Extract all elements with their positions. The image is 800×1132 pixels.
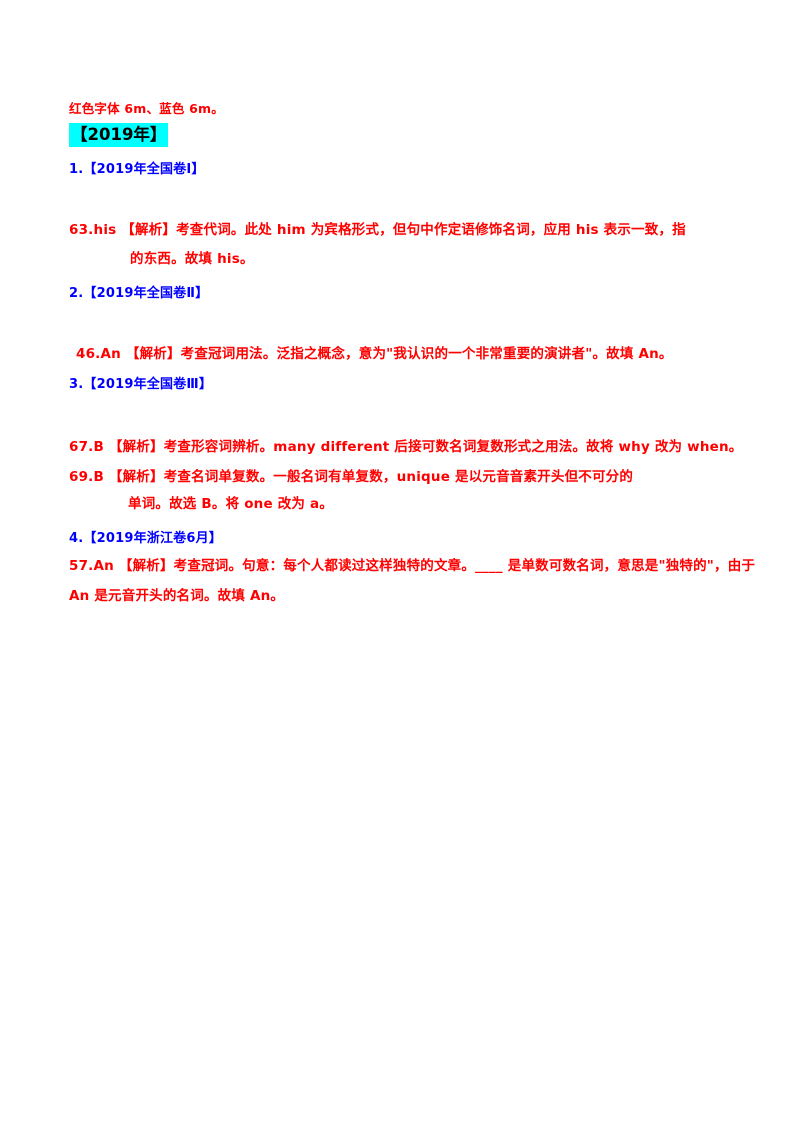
answer-4-line-1: 57.An 【解析】考查冠词。句意：每个人都读过这样独特的文章。____ 是单数… xyxy=(69,558,756,574)
answer-1-line-2: 的东西。故填 his。 xyxy=(130,251,254,267)
question-source-3: 3.【2019年全国卷Ⅲ】 xyxy=(69,377,213,392)
intro-note: 红色字体 6m、蓝色 6m。 xyxy=(69,101,224,116)
answer-3-line-2: 69.B 【解析】考查名词单复数。一般名词有单复数，unique 是以元音音素开… xyxy=(69,469,634,485)
question-source-1: 1.【2019年全国卷Ⅰ】 xyxy=(69,162,205,177)
answer-4-line-2: An 是元音开头的名词。故填 An。 xyxy=(69,588,285,604)
year-header: 【2019年】 xyxy=(69,123,169,147)
answer-2-line-1: 46.An 【解析】考查冠词用法。泛指之概念，意为"我认识的一个非常重要的演讲者… xyxy=(76,346,673,362)
question-source-4: 4.【2019年浙江卷6月】 xyxy=(69,531,223,546)
answer-1-line-1: 63.his 【解析】考查代词。此处 him 为宾格形式，但句中作定语修饰名词，… xyxy=(69,222,686,238)
question-source-2: 2.【2019年全国卷Ⅱ】 xyxy=(69,286,209,301)
answer-3-line-3: 单词。故选 B。将 one 改为 a。 xyxy=(128,496,334,512)
answer-3-line-1: 67.B 【解析】考查形容词辨析。many different 后接可数名词复数… xyxy=(69,439,743,455)
